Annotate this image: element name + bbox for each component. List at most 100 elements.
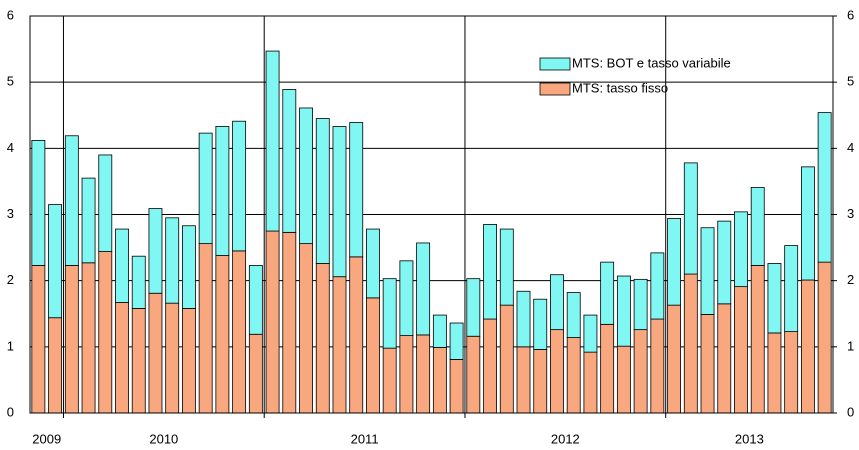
legend-label: MTS: tasso fisso	[572, 80, 668, 95]
bar-segment	[633, 329, 648, 414]
bar-segment	[583, 351, 598, 414]
bar-segment	[98, 154, 113, 252]
bar-segment	[148, 292, 163, 414]
bar-segment	[566, 337, 581, 414]
bar-segment	[232, 250, 247, 414]
bar-segment	[31, 139, 46, 266]
y-tick-label: 6	[7, 7, 14, 22]
x-tick-label: 2013	[735, 431, 764, 446]
bar-segment	[784, 245, 799, 333]
bar-segment	[600, 261, 615, 325]
bar-segment	[550, 329, 564, 414]
bar-segment	[48, 317, 63, 414]
bar-segment	[717, 220, 732, 305]
bar-segment	[633, 278, 648, 331]
bar-segment	[198, 243, 213, 414]
bar-segment	[667, 218, 681, 306]
bar-segment	[432, 347, 447, 414]
bar-segment	[399, 260, 414, 336]
bar-segment	[717, 303, 732, 414]
bar-segment	[31, 265, 46, 414]
bar-segment	[734, 211, 748, 288]
bar-segment	[282, 231, 297, 414]
y2-tick-label: 2	[847, 272, 854, 287]
y2-tick-label: 6	[847, 7, 854, 22]
bar-segment	[483, 318, 497, 414]
bar-segment	[416, 242, 431, 336]
bar-segment	[115, 228, 129, 303]
bar-segment	[165, 217, 180, 304]
bar-segment	[817, 112, 832, 263]
bar-segment	[533, 298, 548, 350]
bar-segment	[483, 224, 497, 320]
bar-segment	[449, 322, 464, 360]
bar-segment	[349, 122, 364, 258]
y-tick-label: 5	[7, 74, 14, 89]
bar-segment	[366, 297, 380, 414]
bar-segment	[499, 228, 514, 306]
bar-segment	[315, 263, 330, 414]
bar-segment	[650, 318, 665, 414]
bar-segment	[734, 286, 748, 414]
bar-segment	[499, 304, 514, 414]
x-tick-label: 2012	[551, 431, 580, 446]
bar-segment	[332, 276, 347, 414]
bar-segment	[800, 166, 815, 281]
bar-segment	[767, 332, 782, 414]
y-tick-label: 1	[7, 338, 14, 353]
bar-segment	[516, 290, 531, 348]
bar-segment	[64, 135, 79, 266]
bar-segment	[382, 347, 397, 414]
bar-segment	[98, 251, 113, 414]
bar-segment	[399, 335, 414, 414]
bar-segment	[215, 255, 230, 414]
bar-segment	[700, 227, 715, 315]
bar-segment	[182, 308, 196, 414]
bar-segment	[784, 331, 799, 414]
bar-segment	[248, 333, 263, 414]
y-tick-label: 2	[7, 272, 14, 287]
bar-segment	[550, 274, 564, 331]
bar-segment	[466, 335, 481, 414]
y-tick-label: 3	[7, 206, 14, 221]
bar-segment	[349, 256, 364, 414]
bar-segment	[566, 292, 581, 338]
bar-segment	[416, 334, 431, 414]
y2-tick-label: 3	[847, 206, 854, 221]
bar-segment	[131, 308, 146, 414]
bar-segment	[248, 265, 263, 335]
bar-segment	[683, 273, 698, 414]
bar-segment	[232, 120, 247, 252]
bar-segment	[165, 302, 180, 414]
bar-segment	[600, 323, 615, 414]
bar-segment	[366, 228, 380, 299]
bar-segment	[817, 261, 832, 414]
bar-segment	[750, 265, 765, 414]
bar-segment	[265, 50, 280, 232]
y2-tick-label: 1	[847, 338, 854, 353]
bar-segment	[64, 265, 79, 414]
bar-segment	[115, 302, 129, 414]
bar-segment	[299, 107, 313, 245]
bar-segment	[432, 314, 447, 348]
bar-segment	[182, 225, 196, 309]
bar-segment	[533, 349, 548, 414]
x-tick-label: 2010	[149, 431, 178, 446]
bar-segment	[466, 278, 481, 337]
bar-segment	[616, 275, 631, 347]
plot-frame	[29, 15, 834, 414]
bar-segment	[299, 243, 313, 414]
y-tick-label: 0	[7, 404, 14, 419]
bar-segment	[48, 204, 63, 319]
bar-segment	[700, 314, 715, 414]
bar-segment	[81, 177, 96, 264]
bar-segment	[148, 208, 163, 294]
y2-tick-label: 0	[847, 404, 854, 419]
x-tick-label: 2009	[32, 431, 61, 446]
bar-segment	[315, 118, 330, 264]
bar-segment	[332, 126, 347, 278]
bar-segment	[131, 255, 146, 309]
bar-segment	[265, 230, 280, 414]
bar-segment	[583, 314, 598, 353]
